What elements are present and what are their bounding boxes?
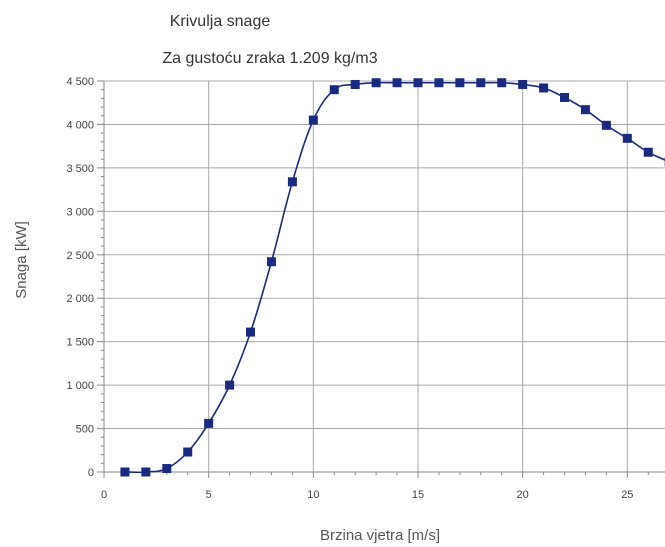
data-point-marker [622, 133, 632, 143]
y-tick-label: 500 [76, 424, 94, 436]
y-tick-label: 4 500 [66, 76, 94, 88]
y-tick-label: 2 000 [66, 293, 94, 305]
data-point-marker [476, 78, 486, 88]
data-point-marker [266, 257, 276, 267]
data-point-marker [601, 120, 611, 130]
y-tick-label: 3 000 [66, 206, 94, 218]
data-point-marker [329, 85, 339, 95]
data-point-marker [455, 78, 465, 88]
x-axis-label: Brzina vjetra [m/s] [320, 527, 440, 544]
y-tick-label: 1 500 [66, 337, 94, 349]
data-point-marker [204, 418, 214, 428]
data-point-marker [643, 147, 653, 157]
data-point-marker [246, 327, 256, 337]
series-line [124, 81, 665, 474]
data-point-marker [560, 93, 570, 103]
x-tick-label: 15 [412, 489, 424, 501]
x-tick-label: 0 [101, 489, 107, 501]
x-tick-label: 25 [621, 489, 633, 501]
y-tick-label: 0 [88, 467, 94, 479]
data-point-marker [434, 78, 444, 88]
x-tick-labels: 0 5 10 15 20 25 [101, 489, 634, 501]
series-markers [120, 78, 665, 477]
data-point-marker [413, 78, 423, 88]
x-tick-label: 20 [517, 489, 529, 501]
y-tick-label: 4 000 [66, 119, 94, 131]
y-tick-label: 3 500 [66, 163, 94, 175]
y-tick-labels: 0 500 1 000 1 500 2 000 2 500 3 000 3 500 4 000 4… [66, 76, 94, 479]
data-point-marker [580, 105, 590, 115]
data-point-marker [141, 467, 151, 477]
chart-title: Krivulja snage [170, 13, 271, 30]
y-axis-label: Snaga [kW] [13, 221, 30, 299]
data-point-marker [287, 177, 297, 187]
data-point-marker [392, 78, 402, 88]
minor-ticks [101, 89, 649, 475]
y-tick-label: 1 000 [66, 380, 94, 392]
axes [97, 80, 665, 478]
y-tick-label: 2 500 [66, 250, 94, 262]
data-point-marker [120, 467, 130, 477]
grid-lines [104, 80, 665, 473]
data-point-marker [162, 464, 172, 474]
data-point-marker [350, 79, 360, 89]
data-point-marker [183, 447, 193, 457]
chart-subtitle: Za gustoću zraka 1.209 kg/m3 [162, 50, 377, 67]
x-tick-label: 10 [307, 489, 319, 501]
data-point-marker [225, 380, 235, 390]
data-point-marker [371, 78, 381, 88]
data-point-marker [539, 83, 549, 93]
x-tick-label: 5 [206, 489, 212, 501]
data-point-marker [308, 115, 318, 125]
data-point-marker [497, 78, 507, 88]
data-point-marker [518, 79, 528, 89]
